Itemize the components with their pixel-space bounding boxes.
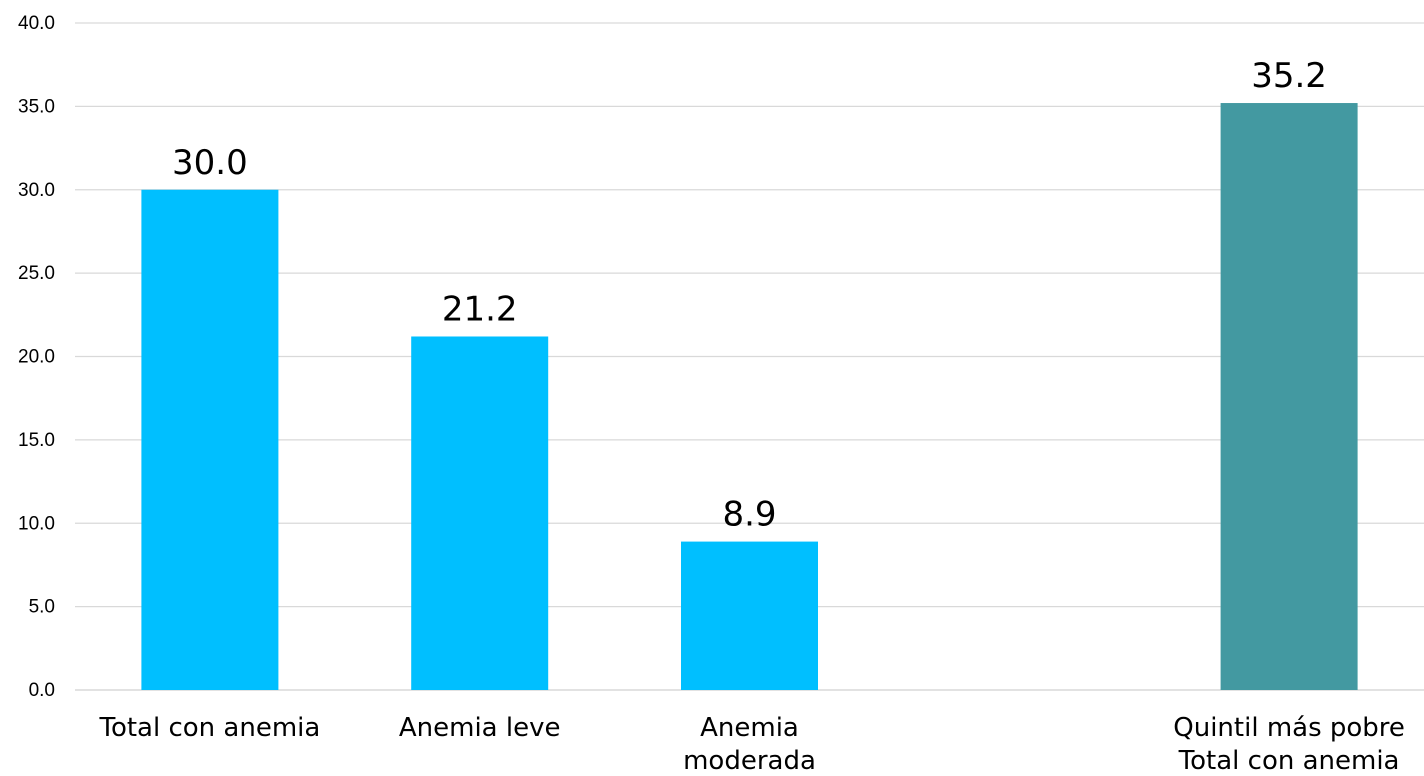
- bars: [141, 103, 1358, 691]
- x-category-label: Anemia moderada: [683, 713, 816, 776]
- y-tick-label: 5.0: [29, 597, 55, 618]
- x-category-label: Anemia leve: [399, 713, 561, 743]
- y-tick-label: 15.0: [18, 430, 55, 451]
- bar: [141, 189, 279, 690]
- x-category-label: Total con anemia: [98, 713, 320, 743]
- gridlines: [75, 22, 1424, 691]
- bar: [411, 336, 549, 690]
- y-tick-label: 10.0: [18, 513, 55, 534]
- y-tick-label: 35.0: [18, 96, 55, 117]
- y-tick-label: 0.0: [29, 680, 55, 701]
- x-axis-categories: Total con anemia Anemia leve Anemia moderad…: [98, 713, 1404, 776]
- data-label: 30.0: [172, 143, 248, 183]
- data-label: 35.2: [1251, 56, 1327, 96]
- bar: [1220, 103, 1358, 691]
- data-label: 21.2: [442, 289, 518, 329]
- y-tick-label: 20.0: [18, 347, 55, 368]
- y-tick-label: 30.0: [18, 180, 55, 201]
- y-tick-label: 40.0: [18, 13, 55, 34]
- y-axis-ticks: 0.0 5.0 10.0 15.0 20.0 25.0 30.0 35.0 40.0: [18, 13, 55, 701]
- x-category-label: Quintil más pobre Total con anemia: [1173, 713, 1405, 776]
- bar: [681, 541, 818, 690]
- data-label: 8.9: [722, 495, 776, 535]
- y-tick-label: 25.0: [18, 263, 55, 284]
- data-labels: 30.0 21.2 8.9 35.2: [172, 56, 1327, 535]
